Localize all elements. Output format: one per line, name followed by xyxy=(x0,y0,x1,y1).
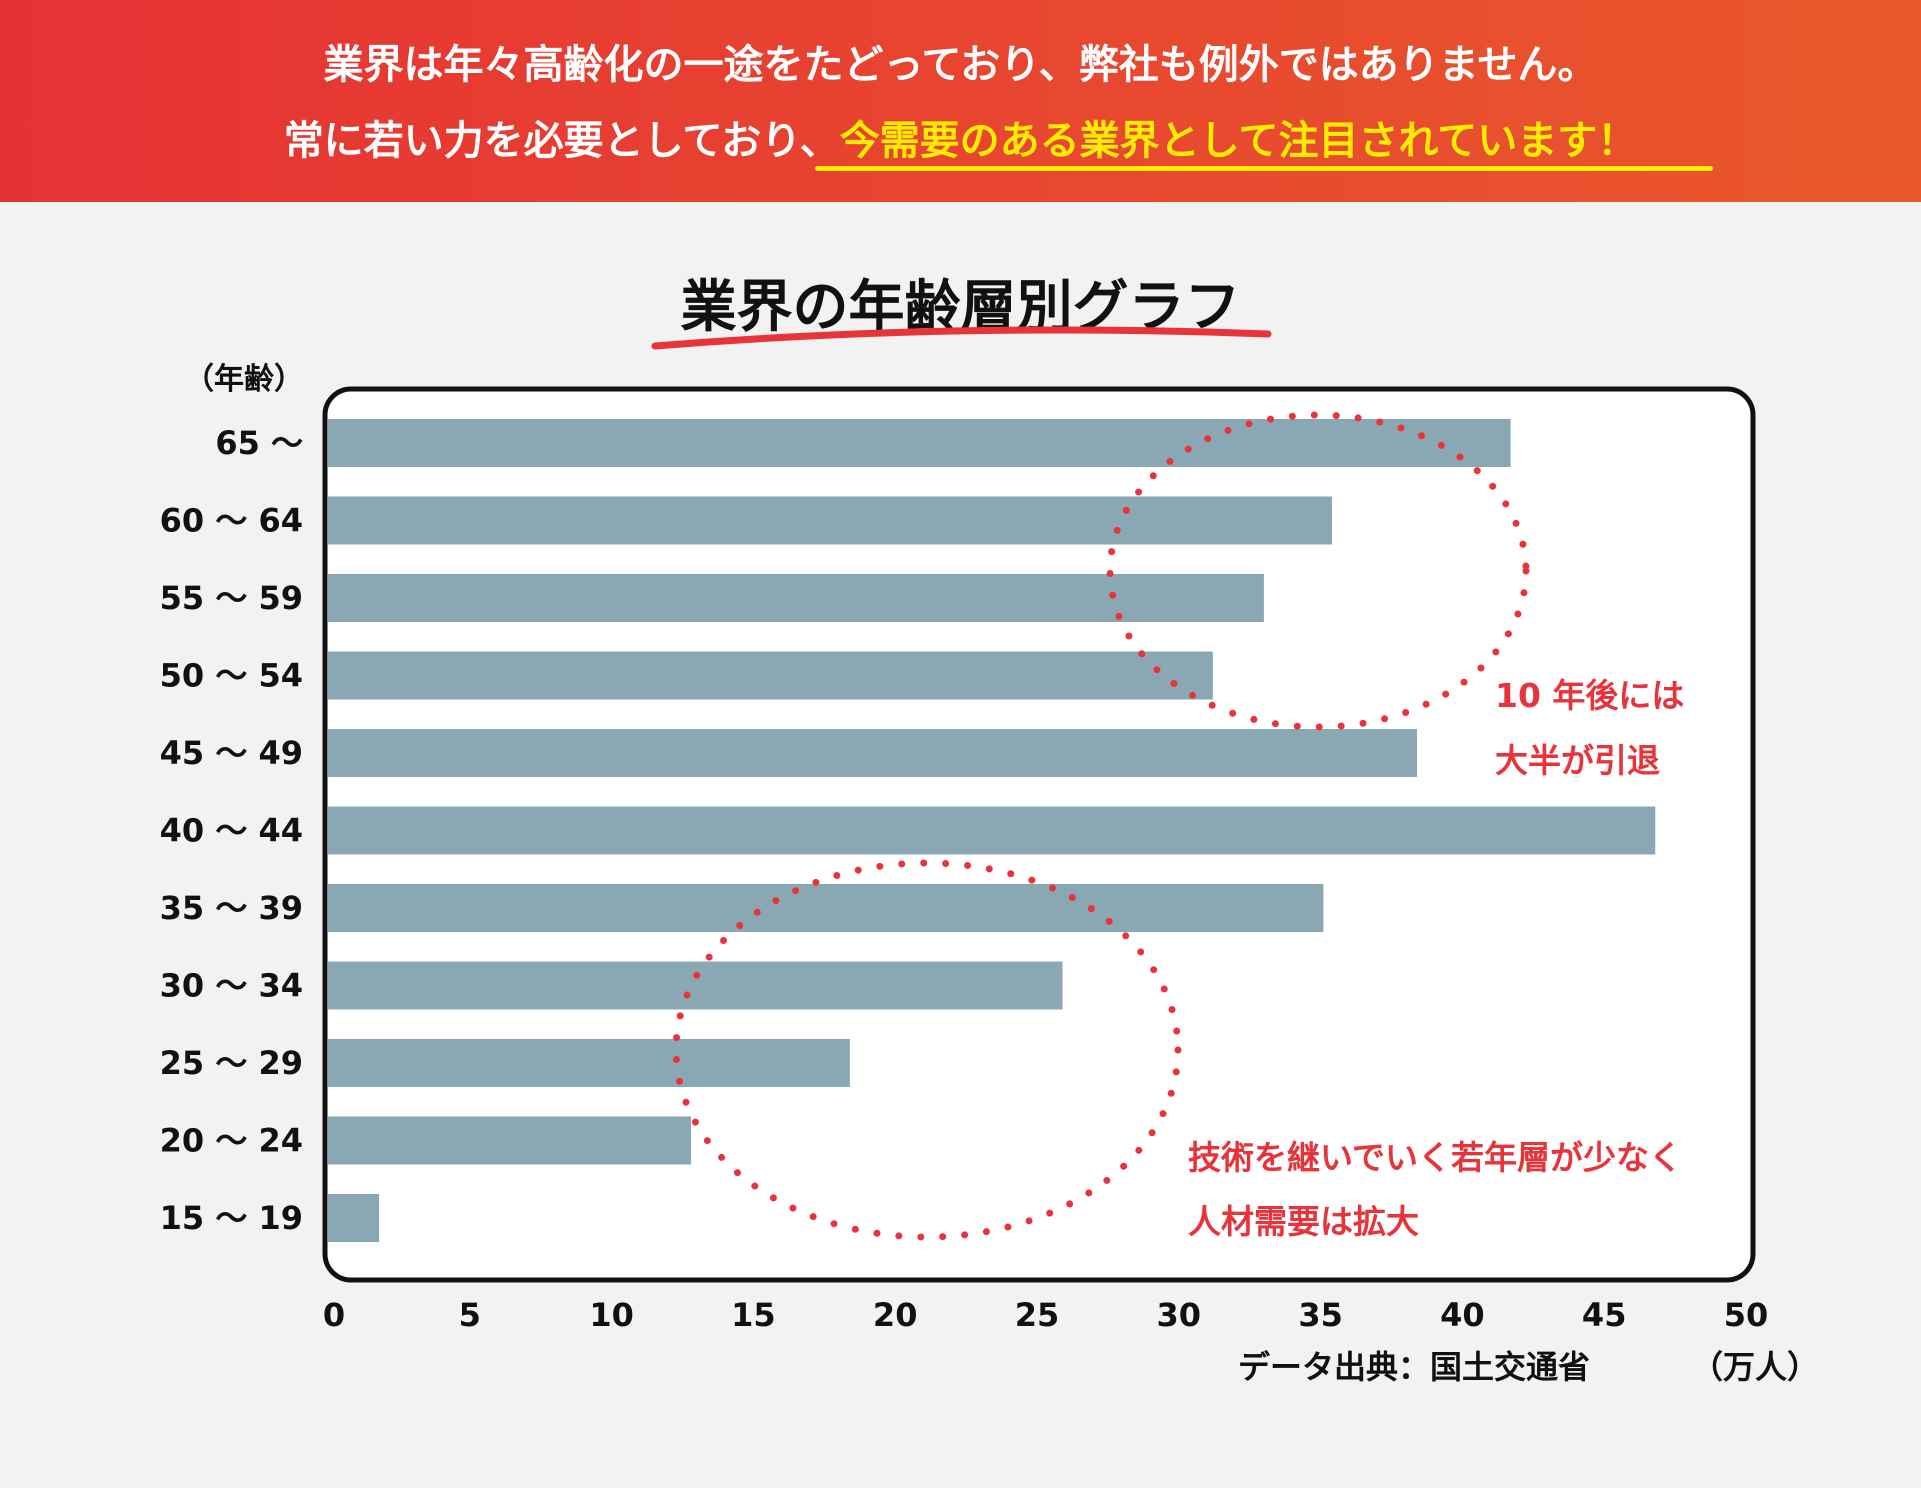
bar xyxy=(328,496,1332,545)
annotation-2-line-2: 人材需要は拡大 xyxy=(1188,1202,1419,1241)
data-source: データ出典：国土交通省 xyxy=(1238,1348,1590,1386)
header-line-2: 常に若い力を必要としており、今需要のある業界として注目されています！ xyxy=(0,108,1921,166)
x-tick-label: 45 xyxy=(1582,1296,1627,1334)
x-tick-label: 5 xyxy=(459,1296,481,1334)
bar xyxy=(328,884,1324,932)
bar xyxy=(328,574,1264,622)
category-label: 45 〜 49 xyxy=(160,734,303,772)
category-label: 65 〜 xyxy=(215,424,303,462)
header-line-2-plain: 常に若い力を必要としており、 xyxy=(283,118,840,164)
x-tick-label: 35 xyxy=(1298,1296,1343,1334)
category-label: 15 〜 19 xyxy=(160,1199,303,1237)
bar xyxy=(328,729,1418,777)
bar xyxy=(328,651,1213,700)
header-line-1: 業界は年々高齢化の一途をたどっており、弊社も例外ではありません。 xyxy=(323,42,1598,88)
category-label: 20 〜 24 xyxy=(160,1122,303,1160)
x-tick-label: 0 xyxy=(323,1296,345,1334)
x-tick-label: 15 xyxy=(731,1296,776,1334)
category-label: 25 〜 29 xyxy=(160,1044,303,1082)
bar xyxy=(328,806,1656,855)
x-tick-label: 40 xyxy=(1440,1296,1485,1334)
category-label: 30 〜 34 xyxy=(160,967,303,1005)
bar xyxy=(328,1116,692,1165)
category-label: 60 〜 64 xyxy=(160,502,303,540)
x-tick-label: 25 xyxy=(1015,1296,1060,1334)
annotation-2-line-1: 技術を継いでいく若年層が少なく xyxy=(1188,1138,1682,1177)
annotation-1-line-1: 10 年後には xyxy=(1495,676,1684,715)
highlight-ellipse-senior xyxy=(1106,411,1530,731)
category-label: 50 〜 54 xyxy=(160,657,303,695)
bar xyxy=(328,1039,850,1087)
x-tick-label: 10 xyxy=(589,1296,634,1334)
bar xyxy=(328,1194,380,1242)
header-line-2-highlight: 今需要のある業界として注目されています！ xyxy=(839,118,1638,164)
category-label: 35 〜 39 xyxy=(160,889,303,927)
bar xyxy=(328,961,1063,1010)
bar xyxy=(328,419,1511,467)
y-axis-label: （年齢） xyxy=(184,362,304,397)
title-underline xyxy=(651,326,1272,350)
x-tick-label: 20 xyxy=(873,1296,918,1334)
highlight-underline xyxy=(815,166,1713,171)
x-tick-label: 30 xyxy=(1157,1296,1202,1334)
category-label: 55 〜 59 xyxy=(160,579,303,617)
header-banner: 業界は年々高齢化の一途をたどっており、弊社も例外ではありません。 常に若い力を必… xyxy=(0,0,1921,202)
x-tick-label: 50 xyxy=(1724,1296,1769,1334)
annotation-1-line-2: 大半が引退 xyxy=(1495,741,1660,780)
highlight-ellipse-young xyxy=(672,859,1182,1241)
x-axis-unit: （万人） xyxy=(1691,1348,1819,1386)
category-label: 40 〜 44 xyxy=(160,812,303,850)
